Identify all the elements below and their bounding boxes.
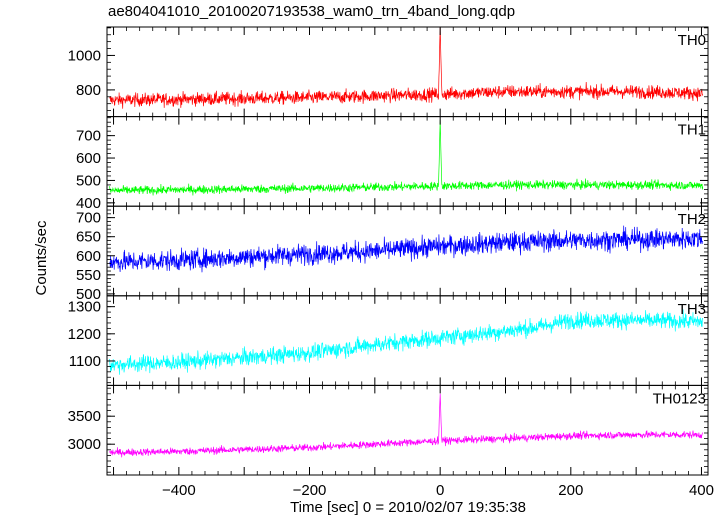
panel-label: TH3: [678, 301, 706, 318]
y-tick-label: 400: [76, 195, 101, 212]
panel-frame-th1: [106, 116, 709, 207]
y-axis-label: Counts/sec: [33, 220, 50, 296]
series-line-th2: [109, 225, 703, 273]
y-tick-label: 600: [76, 248, 101, 265]
y-tick-label: 800: [76, 82, 101, 99]
y-tick-label: 3500: [68, 408, 101, 425]
y-tick-label: 600: [76, 150, 101, 167]
y-tick-label: 1200: [68, 326, 101, 343]
x-tick-label: −200: [293, 482, 327, 499]
panel-label: TH0: [678, 32, 706, 49]
y-tick-label: 1000: [68, 47, 101, 64]
panel-frame-th0123: [106, 384, 709, 476]
x-tick-label: 0: [436, 482, 444, 499]
y-tick-label: 700: [76, 210, 101, 227]
series-line-th3: [109, 309, 704, 375]
x-tick-label: 200: [558, 482, 583, 499]
series-line-th0123: [109, 393, 703, 458]
panel-label: TH2: [678, 211, 706, 228]
y-tick-label: 650: [76, 229, 101, 246]
series-line-th1: [109, 119, 704, 196]
panel-frame-th3: [106, 295, 709, 386]
y-tick-label: 550: [76, 267, 101, 284]
panel-label: TH1: [678, 122, 706, 139]
x-axis-label: Time [sec] 0 = 2010/02/07 19:35:38: [290, 499, 526, 516]
series-line-th0: [109, 27, 704, 109]
x-tick-label: 400: [689, 482, 714, 499]
y-tick-label: 500: [76, 172, 101, 189]
y-tick-label: 700: [76, 128, 101, 145]
y-tick-label: 1300: [68, 299, 101, 316]
y-tick-label: 1100: [69, 353, 101, 370]
chart-title: ae804041010_20100207193538_wam0_trn_4ban…: [108, 3, 516, 20]
panel-label: TH0123: [653, 390, 706, 407]
y-tick-label: 500: [76, 286, 101, 303]
x-tick-label: −400: [162, 482, 196, 499]
y-tick-label: 3000: [68, 436, 101, 453]
